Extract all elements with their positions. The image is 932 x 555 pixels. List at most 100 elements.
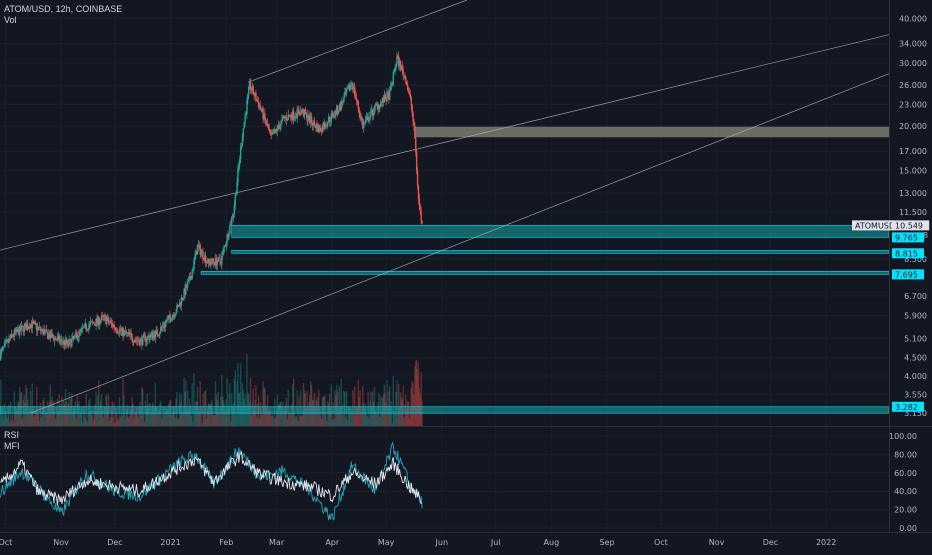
candle-body bbox=[315, 124, 317, 128]
volume-bar bbox=[98, 410, 101, 426]
volume-bar bbox=[31, 383, 34, 426]
volume-bar bbox=[320, 418, 323, 426]
candle-body bbox=[171, 315, 174, 320]
candle-body bbox=[326, 125, 328, 127]
candle-body bbox=[108, 322, 111, 323]
volume-bar bbox=[115, 408, 117, 426]
price-tick-label: 4.000 bbox=[904, 372, 927, 381]
candle-body bbox=[382, 97, 385, 103]
candle-body bbox=[341, 101, 343, 103]
candle-body bbox=[404, 75, 406, 78]
volume-bar bbox=[52, 402, 54, 426]
volume-bar bbox=[219, 407, 221, 426]
candle-body bbox=[121, 328, 123, 331]
volume-bar bbox=[248, 401, 251, 426]
volume-bar bbox=[80, 409, 82, 426]
volume-bar bbox=[156, 406, 158, 426]
candle-body bbox=[182, 298, 184, 300]
candle-body bbox=[37, 327, 39, 331]
volume-bar bbox=[166, 408, 168, 426]
volume-bar bbox=[47, 406, 50, 426]
candle-body bbox=[400, 65, 403, 71]
symbol-legend[interactable]: ATOM/USD, 12h, COINBASE Vol bbox=[4, 4, 122, 26]
volume-bar bbox=[319, 410, 322, 426]
candle-body bbox=[198, 245, 201, 247]
candle-body bbox=[398, 56, 400, 66]
candle-body bbox=[300, 110, 302, 116]
time-tick-label: Sep bbox=[599, 538, 614, 547]
candle-body bbox=[343, 96, 345, 103]
candle-body bbox=[293, 116, 296, 119]
candle-body bbox=[303, 109, 306, 117]
candle-body bbox=[183, 288, 185, 299]
volume-bar bbox=[55, 407, 58, 426]
symbol-price-tag: ATOMUSD bbox=[855, 221, 895, 230]
symbol-price-tag-bg bbox=[852, 220, 895, 231]
candle-body bbox=[95, 318, 97, 326]
candle-body bbox=[368, 120, 370, 122]
candle-body bbox=[236, 182, 238, 194]
candle-body bbox=[49, 331, 51, 339]
volume-bar bbox=[138, 406, 140, 426]
volume-bar bbox=[297, 421, 299, 426]
candle-body bbox=[321, 125, 324, 133]
candle-body bbox=[387, 92, 389, 94]
volume-bar bbox=[159, 403, 161, 426]
candle-body bbox=[295, 116, 298, 118]
candle-body bbox=[251, 86, 254, 91]
candle-body bbox=[282, 116, 284, 119]
candle-body bbox=[173, 314, 175, 317]
volume-bar bbox=[295, 416, 298, 426]
volume-bar bbox=[237, 362, 239, 426]
candle-body bbox=[58, 335, 60, 342]
oscillator-legend[interactable]: RSI MFI bbox=[4, 430, 20, 452]
candle-body bbox=[391, 83, 394, 85]
candle-body bbox=[94, 324, 96, 326]
candle-body bbox=[335, 110, 337, 115]
volume-bar bbox=[103, 406, 105, 426]
candle-body bbox=[23, 325, 25, 333]
volume-bar bbox=[314, 406, 316, 426]
volume-bar bbox=[233, 378, 236, 426]
volume-bar bbox=[291, 403, 293, 426]
candle-body bbox=[395, 64, 397, 69]
candle-body bbox=[237, 168, 239, 183]
volume-bar bbox=[25, 384, 27, 426]
candle-body bbox=[160, 327, 162, 333]
volume-bar bbox=[79, 413, 81, 426]
candle-body bbox=[98, 316, 100, 326]
time-tick-label: 2022 bbox=[816, 538, 836, 547]
candle-body bbox=[357, 101, 359, 109]
candle-body bbox=[177, 306, 180, 307]
volume-bar bbox=[109, 417, 112, 426]
volume-bar bbox=[35, 410, 37, 426]
candle-body bbox=[287, 114, 289, 120]
candle-body bbox=[373, 106, 376, 113]
volume-bar bbox=[389, 385, 391, 426]
volume-bar bbox=[230, 421, 232, 426]
volume-bar bbox=[277, 404, 280, 426]
time-tick-label: Dec bbox=[763, 538, 778, 547]
volume-bar bbox=[37, 408, 39, 426]
candle-body bbox=[308, 115, 310, 120]
candle-body bbox=[288, 114, 290, 117]
volume-bar bbox=[129, 413, 131, 426]
candle-body bbox=[72, 335, 74, 340]
volume-bar bbox=[121, 415, 123, 426]
volume-bar bbox=[366, 416, 368, 426]
candle-body bbox=[8, 338, 10, 343]
candle-body bbox=[332, 112, 334, 117]
candle-body bbox=[386, 92, 388, 102]
candle-body bbox=[157, 334, 159, 336]
candle-body bbox=[208, 258, 210, 262]
volume-bar bbox=[140, 407, 142, 426]
candle-body bbox=[68, 339, 70, 346]
volume-bar bbox=[245, 404, 247, 426]
candle-body bbox=[351, 83, 353, 85]
volume-bar bbox=[377, 402, 379, 426]
candle-body bbox=[367, 116, 369, 122]
volume-bar bbox=[197, 406, 200, 426]
volume-bar bbox=[157, 412, 159, 426]
candle-body bbox=[213, 261, 215, 263]
